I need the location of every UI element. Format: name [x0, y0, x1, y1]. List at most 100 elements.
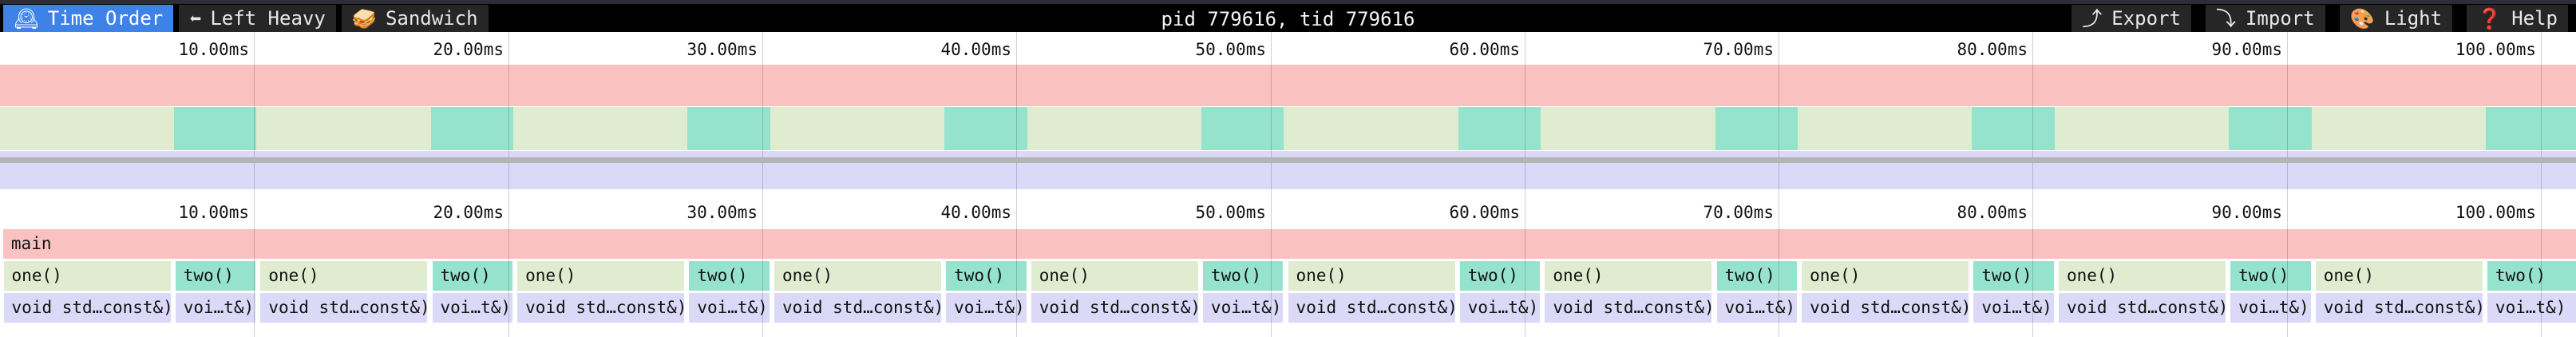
frame-one[interactable]: one() [1545, 261, 1712, 291]
axis-tick-label: 30.00ms [687, 203, 758, 222]
frame-two[interactable]: two() [1202, 261, 1284, 291]
tab-left-heavy[interactable]: ⬅ Left Heavy [179, 5, 336, 32]
import-icon: ⤵ [2215, 6, 2236, 30]
frame-two[interactable]: two() [2487, 261, 2576, 291]
view-tabs: 🕰 Time Order ⬅ Left Heavy 🥪 Sandwich [3, 5, 489, 32]
minimap-two-block [2229, 107, 2312, 150]
toolbar-actions: ⤴ Export ⤵ Import 🎨 Light ❓ Help [2071, 5, 2568, 32]
frame-one[interactable]: one() [517, 261, 685, 291]
axis-tick-label: 50.00ms [1195, 40, 1266, 59]
frame-std-function[interactable]: void std…const&) [1288, 293, 1455, 323]
action-label: Import [2245, 7, 2315, 30]
frame-std-function[interactable]: voi…t&) [1202, 293, 1284, 323]
axis-tick-label: 20.00ms [433, 40, 504, 59]
export-icon: ⤴ [2082, 6, 2103, 30]
frame-std-function[interactable]: voi…t&) [2487, 293, 2576, 323]
axis-tick-label: 80.00ms [1957, 40, 2028, 59]
frame-std-function[interactable]: void std…const&) [3, 293, 171, 323]
left-arrow-icon: ⬅ [189, 6, 202, 30]
frame-main[interactable]: main [2, 229, 2576, 259]
axis-tick-label: 60.00ms [1449, 40, 1520, 59]
axis-tick-label: 10.00ms [178, 203, 249, 222]
frame-std-function[interactable]: voi…t&) [1716, 293, 1797, 323]
frame-two[interactable]: two() [2230, 261, 2311, 291]
frame-std-function[interactable]: voi…t&) [1973, 293, 2054, 323]
frame-one[interactable]: one() [2058, 261, 2226, 291]
tab-label: Left Heavy [210, 7, 326, 30]
minimap-two-block [687, 107, 770, 150]
frame-std-function[interactable]: void std…const&) [1545, 293, 1712, 323]
axis-tick-label: 50.00ms [1195, 203, 1266, 222]
axis-tick-label: 90.00ms [2211, 203, 2282, 222]
help-button[interactable]: ❓ Help [2467, 5, 2568, 32]
action-label: Help [2511, 7, 2558, 30]
frame-std-function[interactable]: void std…const&) [1802, 293, 1969, 323]
axis-tick-label: 100.00ms [2455, 40, 2536, 59]
clock-icon: 🕰 [14, 6, 39, 30]
import-button[interactable]: ⤵ Import [2205, 5, 2325, 32]
action-label: Light [2384, 7, 2443, 30]
frame-two[interactable]: two() [689, 261, 770, 291]
frame-std-function[interactable]: void std…const&) [517, 293, 685, 323]
window-top-strip [0, 0, 2576, 4]
minimap-two-block [1201, 107, 1284, 150]
frame-std-function[interactable]: voi…t&) [1459, 293, 1541, 323]
flamechart[interactable]: main one() two() void std…const&) voi…t&) one… [0, 195, 2576, 337]
minimap-two-block [173, 107, 257, 150]
frame-std-function[interactable]: void std…const&) [774, 293, 941, 323]
frame-std-function[interactable]: voi…t&) [689, 293, 770, 323]
minimap-two-block [430, 107, 513, 150]
frame-std-function[interactable]: void std…const&) [2315, 293, 2483, 323]
minimap-detail-separator [0, 157, 2576, 163]
minimap-two-block [2485, 107, 2576, 150]
frame-two[interactable]: two() [1973, 261, 2054, 291]
axis-tick-label: 90.00ms [2211, 40, 2282, 59]
minimap-two-block [1458, 107, 1541, 150]
axis-tick-label: 40.00ms [940, 203, 1011, 222]
frame-two[interactable]: two() [1716, 261, 1797, 291]
axis-tick-label: 80.00ms [1957, 203, 2028, 222]
frame-two[interactable]: two() [1459, 261, 1541, 291]
frame-std-function[interactable]: voi…t&) [2230, 293, 2311, 323]
frame-one[interactable]: one() [1802, 261, 1969, 291]
frame-one[interactable]: one() [1288, 261, 1455, 291]
action-label: Export [2111, 7, 2181, 30]
minimap-one-band [0, 107, 2576, 150]
palette-icon: 🎨 [2349, 6, 2375, 30]
minimap-two-block [1972, 107, 2055, 150]
sandwich-icon: 🥪 [351, 6, 377, 30]
minimap-two-block [944, 107, 1027, 150]
minimap-two-block [1715, 107, 1798, 150]
tab-time-order[interactable]: 🕰 Time Order [3, 5, 174, 32]
frame-one[interactable]: one() [774, 261, 941, 291]
axis-tick-label: 70.00ms [1703, 40, 1774, 59]
axis-tick-label: 100.00ms [2455, 203, 2536, 222]
minimap-main-band [0, 65, 2576, 106]
frame-std-function[interactable]: void std…const&) [260, 293, 428, 323]
help-icon: ❓ [2477, 6, 2503, 30]
axis-tick-label: 60.00ms [1449, 203, 1520, 222]
frame-one[interactable]: one() [2315, 261, 2483, 291]
frame-std-function[interactable]: voi…t&) [946, 293, 1027, 323]
axis-tick-label: 30.00ms [687, 40, 758, 59]
tab-label: Sandwich [385, 7, 478, 30]
tab-label: Time Order [47, 7, 164, 30]
frame-std-function[interactable]: voi…t&) [175, 293, 256, 323]
frame-two[interactable]: two() [946, 261, 1027, 291]
frame-one[interactable]: one() [3, 261, 171, 291]
frame-std-function[interactable]: void std…const&) [1031, 293, 1198, 323]
axis-tick-label: 40.00ms [940, 40, 1011, 59]
frame-one[interactable]: one() [260, 261, 428, 291]
frame-two[interactable]: two() [175, 261, 256, 291]
tab-sandwich[interactable]: 🥪 Sandwich [341, 5, 489, 32]
frame-std-function[interactable]: void std…const&) [2058, 293, 2226, 323]
axis-tick-label: 70.00ms [1703, 203, 1774, 222]
toolbar: 🕰 Time Order ⬅ Left Heavy 🥪 Sandwich pid 7796… [0, 4, 2576, 32]
frame-one[interactable]: one() [1031, 261, 1198, 291]
export-button[interactable]: ⤴ Export [2071, 5, 2191, 32]
frame-std-function[interactable]: voi…t&) [432, 293, 512, 323]
light-button[interactable]: 🎨 Light [2339, 5, 2453, 32]
minimap[interactable]: 10.00ms 20.00ms 30.00ms 40.00ms 50.00ms 60.00… [0, 32, 2576, 195]
frame-two[interactable]: two() [432, 261, 512, 291]
